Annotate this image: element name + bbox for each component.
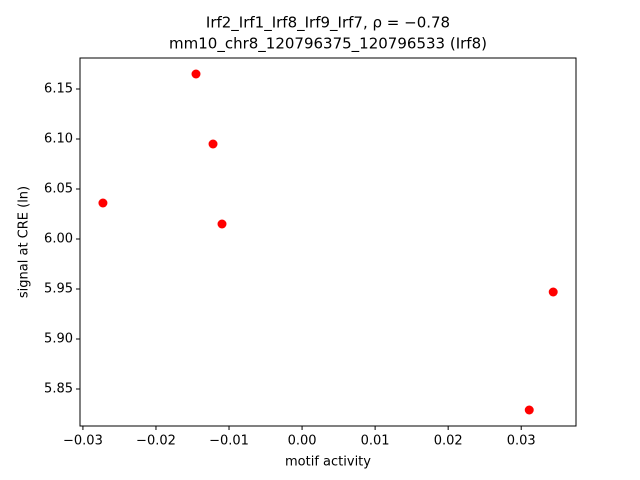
x-tick-label: −0.02 <box>136 434 176 449</box>
point <box>191 69 201 79</box>
y-tick-label: 5.90 <box>44 332 73 347</box>
x-tick-label: 0.00 <box>288 434 317 449</box>
axes-frame <box>79 57 577 427</box>
chart-title: Irf2_Irf1_Irf8_Irf9_Irf7, ρ = −0.78 <box>206 14 450 33</box>
y-tick-label: 5.85 <box>44 382 73 397</box>
y-tick-label: 6.00 <box>44 232 73 247</box>
x-tick-label: −0.01 <box>209 434 249 449</box>
y-tick-label: 5.95 <box>44 282 73 297</box>
y-tick-label: 6.10 <box>44 132 73 147</box>
x-tick-label: 0.03 <box>507 434 536 449</box>
x-axis-label: motif activity <box>285 455 371 470</box>
point <box>98 198 108 208</box>
y-tick-label: 6.05 <box>44 182 73 197</box>
y-axis-label: signal at CRE (ln) <box>17 186 32 298</box>
x-tick-label: 0.01 <box>361 434 390 449</box>
x-tick-label: 0.02 <box>434 434 463 449</box>
chart-subtitle: mm10_chr8_120796375_120796533 (Irf8) <box>169 35 487 54</box>
x-tick-label: −0.03 <box>63 434 103 449</box>
y-tick-label: 6.15 <box>44 82 73 97</box>
point <box>548 287 558 297</box>
point <box>208 139 218 149</box>
point <box>217 219 227 229</box>
point <box>524 405 534 415</box>
